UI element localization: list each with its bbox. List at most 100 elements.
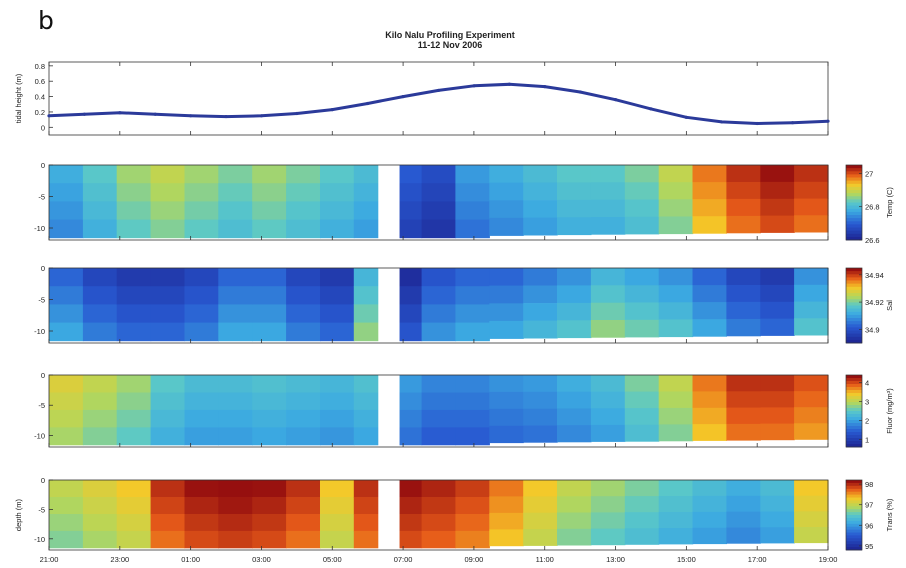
colorbar-segment [846,339,862,344]
heatmap-cell [150,268,186,287]
heatmap-cell [286,322,321,342]
heatmap-cell [726,268,761,286]
colorbar-segment [846,268,862,272]
heatmap-cell [150,427,186,446]
heatmap-cell [455,375,490,393]
time-tick-label: 07:00 [394,555,413,564]
colorbar-tick-label: 3 [865,398,869,407]
tide-point [790,121,795,125]
colorbar-tick-label: 4 [865,379,869,388]
heatmap-cell [624,512,660,529]
colorbar-segment [846,280,862,284]
heatmap-cell [692,391,727,409]
heatmap-cell [489,165,524,183]
heatmap-cell [489,375,524,393]
heatmap-cell [624,375,660,392]
colorbar-segment [846,218,862,222]
heatmap-cell [658,424,694,442]
heatmap-cell [252,497,287,515]
heatmap-cell [286,268,321,287]
heatmap-cell [421,480,457,498]
colorbar-segment [846,396,862,400]
colorbar-segment [846,165,862,169]
heatmap-cell [692,375,727,392]
heatmap-cell [523,480,558,497]
colorbar-segment [846,420,862,424]
colorbar-segment [846,408,862,412]
colorbar-segment [846,336,862,341]
heatmap-cell [523,408,558,426]
heatmap-cell [150,375,186,393]
heatmap-cell [489,320,524,339]
heatmap-cell [252,322,287,342]
colorbar-segment [846,327,862,331]
colorbar-segment [846,183,862,188]
tide-ytick-label: 0.8 [35,62,45,71]
colorbar-segment [846,381,862,385]
heatmap-cell [658,302,694,320]
colorbar-segment [846,506,862,510]
colorbar-segment [846,221,862,225]
heatmap-cell [218,219,253,239]
time-tick-label: 19:00 [819,555,838,564]
heatmap-cell [320,219,355,239]
heatmap-axes-frame [48,164,829,241]
heatmap-cell [150,183,186,202]
heatmap-cell [184,304,219,323]
heatmap-cell [421,409,457,428]
heatmap-cell [320,514,355,532]
heatmap-cell [557,268,592,286]
heatmap-cell [590,424,626,442]
heatmap-cell [658,165,694,183]
heatmap-cell [455,183,490,202]
heatmap-ytick-label: 0 [41,476,45,485]
heatmap-cell [557,320,592,339]
heatmap-cell [218,375,253,393]
colorbar-segment [846,432,862,436]
colorbar-segment [846,538,862,542]
heatmap-cell [692,424,727,441]
colorbar-segment [846,405,862,409]
heatmap-cell [421,322,457,342]
heatmap-cell [218,322,253,342]
tide-point [189,114,193,118]
heatmap-cell [658,391,694,409]
time-tick-label: 01:00 [181,555,200,564]
heatmap-cell [658,216,694,235]
heatmap-cell [421,497,457,515]
heatmap-cell [489,512,524,530]
colorbar-segment [846,494,862,498]
heatmap-cell [557,496,592,513]
tide-ytick-label: 0.4 [35,93,45,102]
heatmap-cell [49,497,84,515]
heatmap-cell [286,427,321,446]
heatmap-cell [523,217,558,236]
heatmap-cell [421,286,457,305]
heatmap-cell [523,165,558,183]
heatmap-cell [624,391,660,409]
heatmap-cell [557,217,592,236]
heatmap-cell [658,407,694,425]
heatmap-cell [523,391,558,409]
heatmap-cell [489,496,524,514]
heatmap-cell [590,302,626,321]
heatmap-cell [692,268,727,286]
tide-point [330,108,334,112]
colorbar-segment [846,480,862,484]
heatmap-cell [726,318,761,337]
heatmap-cell [82,427,118,446]
heatmap-cell [421,201,457,220]
heatmap-cell [455,514,490,532]
heatmap-cell [421,268,457,287]
heatmap-cell [489,303,524,322]
heatmap-cell [320,165,355,184]
tide-ytick-label: 0.6 [35,77,45,86]
colorbar-segment [846,296,862,300]
tide-point [649,107,653,111]
colorbar-segment [846,274,862,278]
colorbar-segment [846,429,862,433]
heatmap-cell [184,183,219,202]
heatmap-cell [760,375,795,392]
heatmap-cell [523,200,558,218]
heatmap-cell [49,409,84,428]
